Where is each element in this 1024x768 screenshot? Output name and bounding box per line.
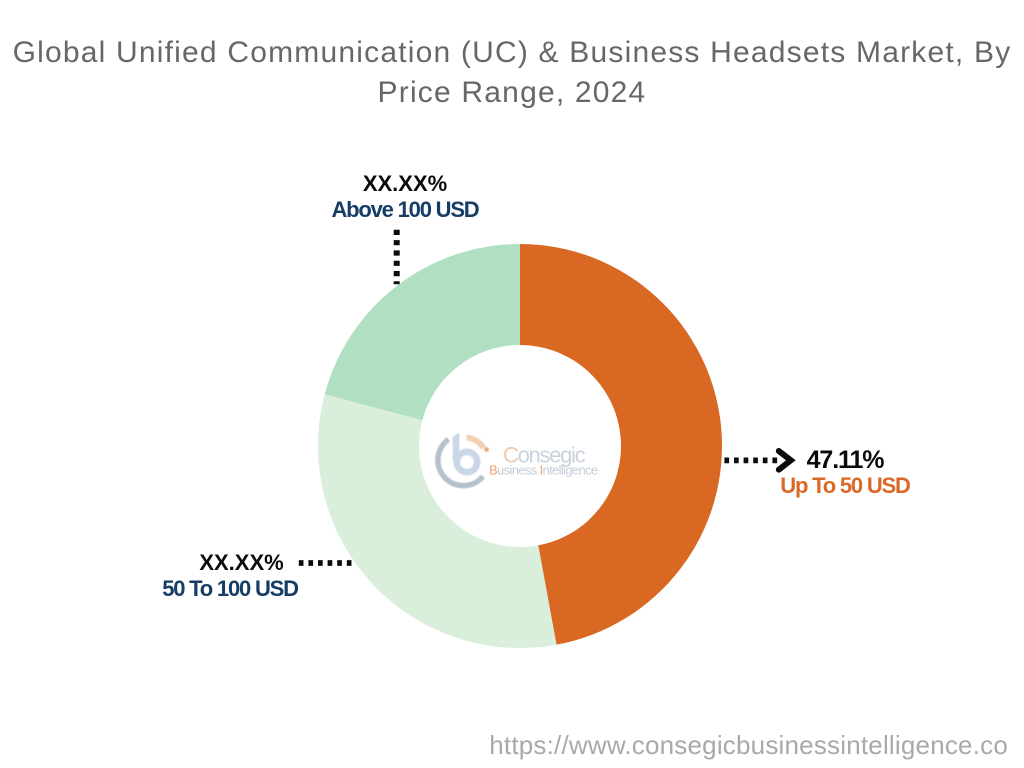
svg-text:Consegic: Consegic xyxy=(503,443,586,468)
svg-text:Business Intelligence: Business Intelligence xyxy=(489,463,598,478)
